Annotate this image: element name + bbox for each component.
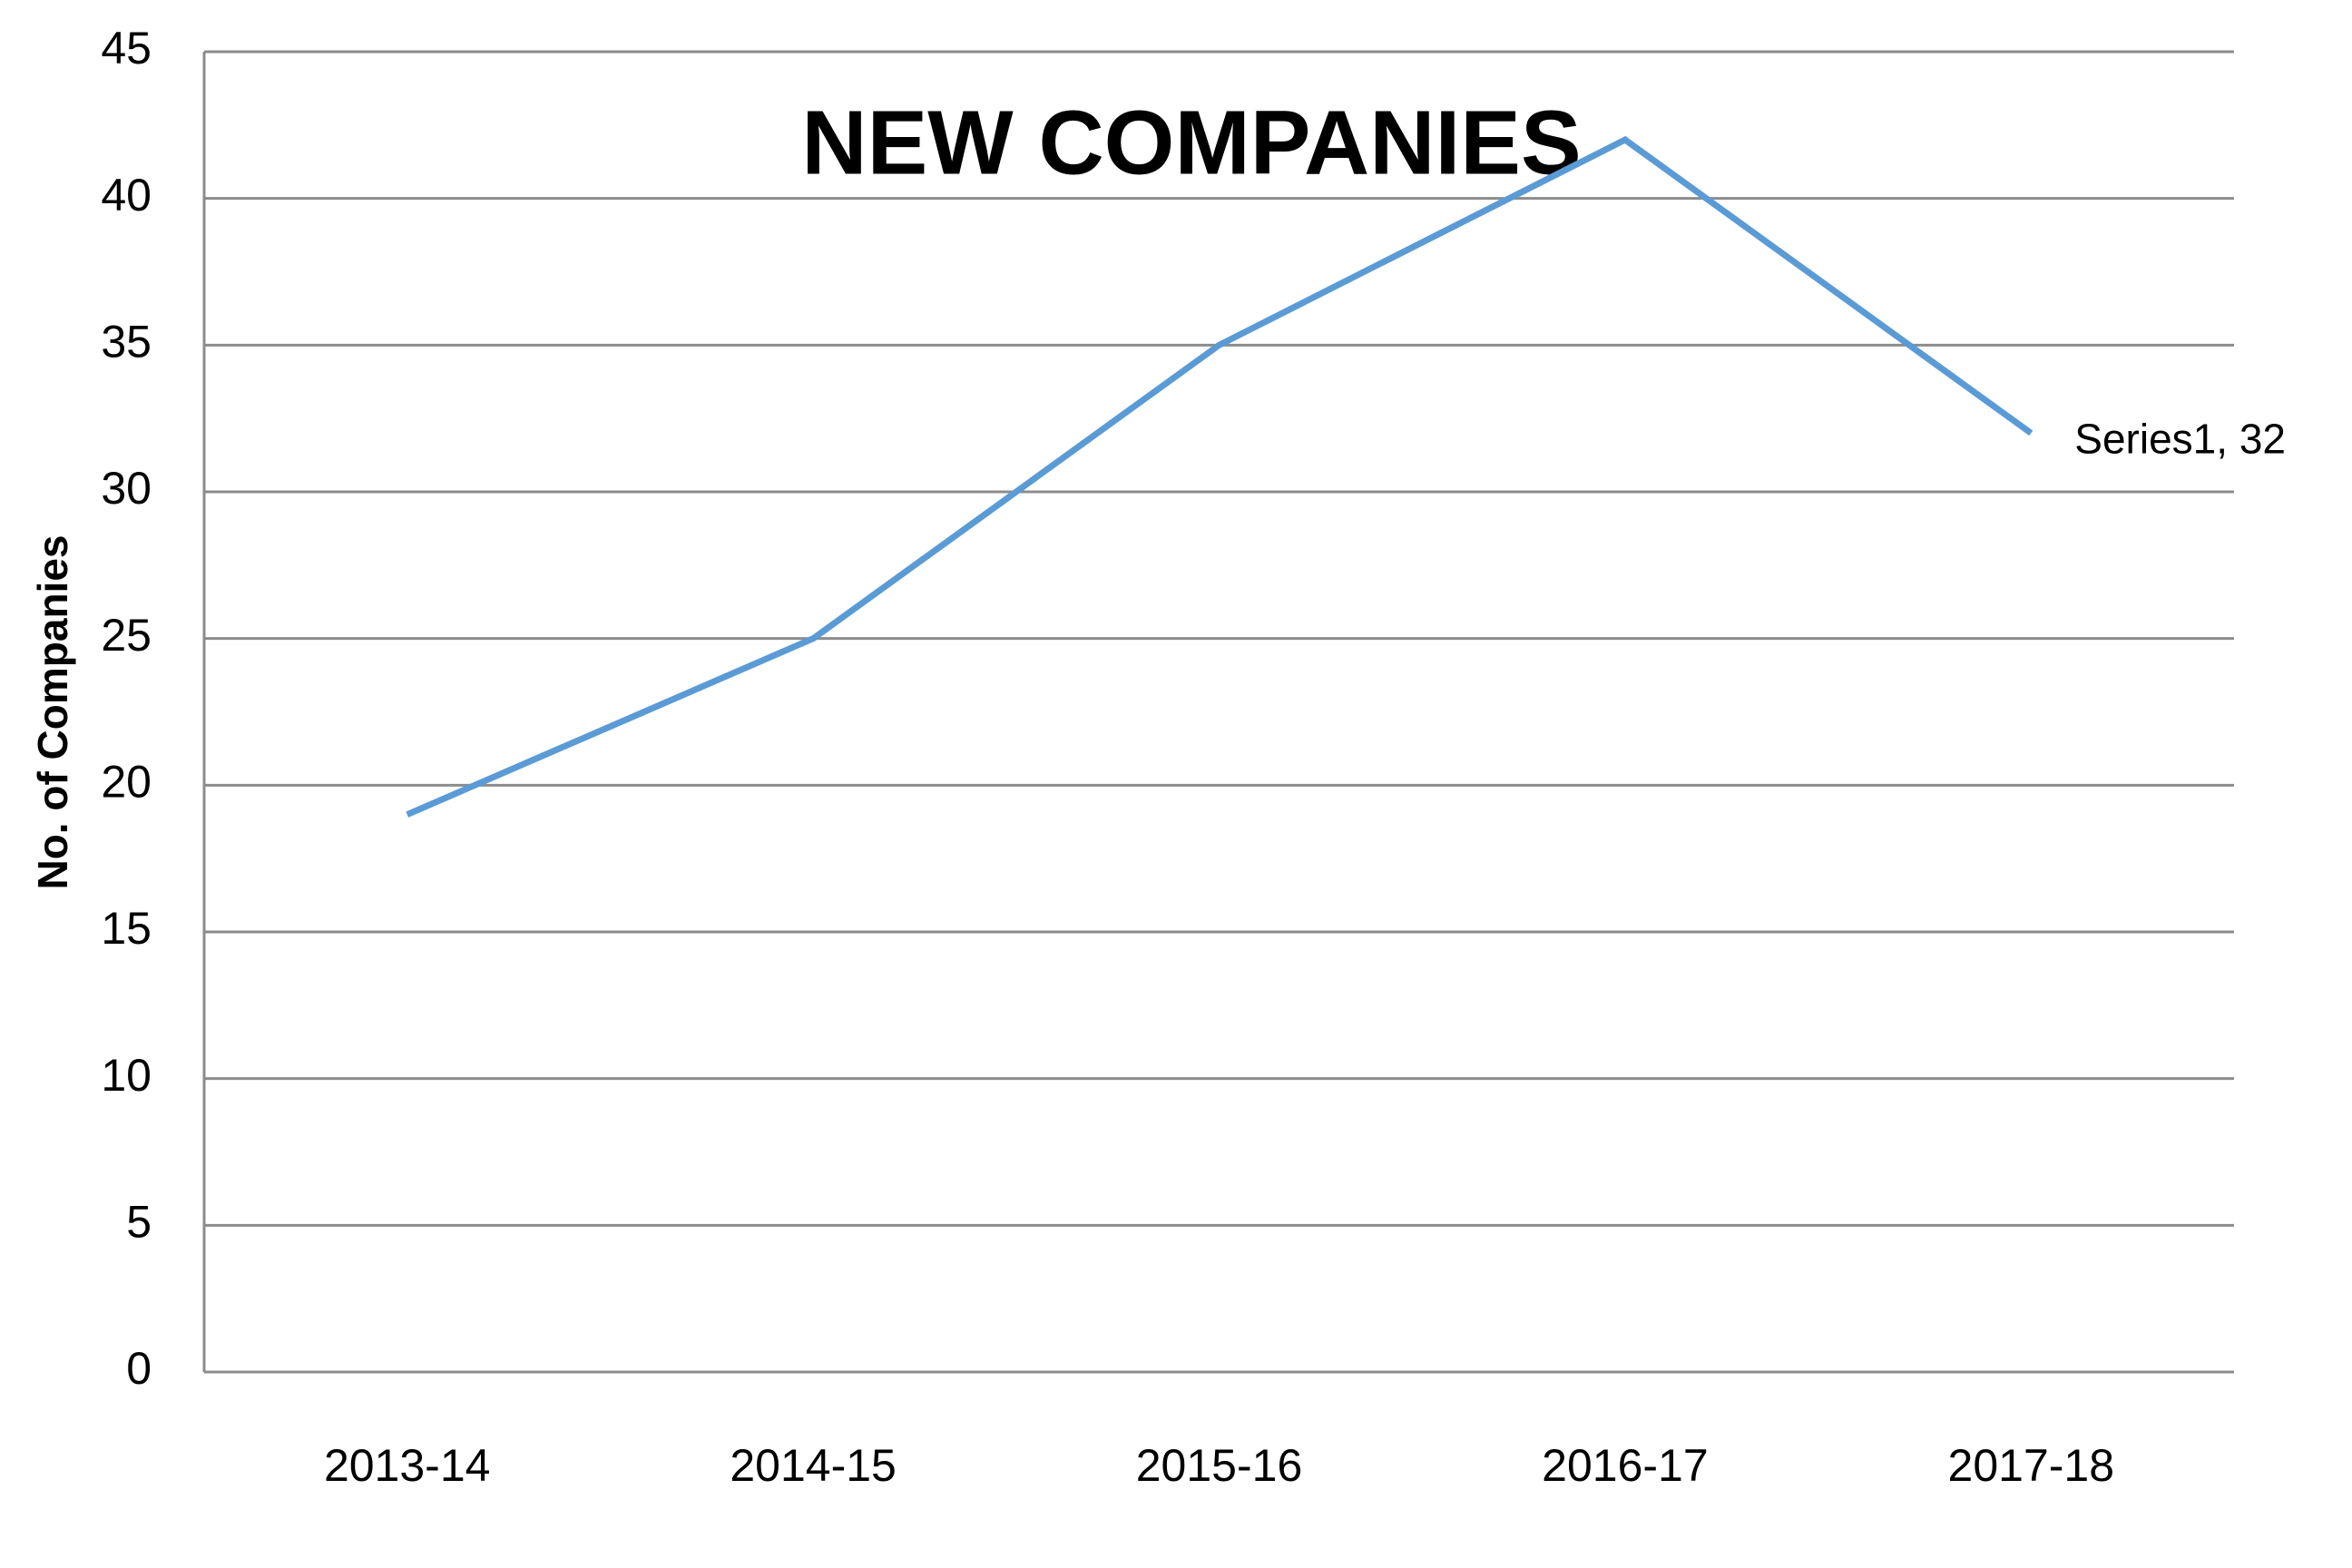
y-tick-label: 15	[101, 903, 152, 954]
y-tick-label: 35	[101, 317, 152, 368]
y-tick-label: 40	[101, 170, 152, 220]
x-tick-label: 2017-18	[1948, 1440, 2115, 1491]
y-tick-label: 5	[126, 1197, 152, 1248]
data-label: Series1, 32	[2074, 415, 2286, 462]
x-tick-label: 2015-16	[1136, 1440, 1303, 1491]
chart-title: NEW COMPANIES	[801, 92, 1581, 193]
y-axis-label: No. of Companies	[29, 534, 76, 889]
x-tick-label: 2014-15	[730, 1440, 897, 1491]
x-tick-label: 2013-14	[324, 1440, 491, 1491]
y-tick-label: 30	[101, 463, 152, 514]
y-tick-label: 0	[126, 1343, 152, 1394]
y-tick-label: 10	[101, 1050, 152, 1101]
y-tick-label: 20	[101, 757, 152, 808]
y-tick-label: 45	[101, 23, 152, 74]
x-tick-label: 2016-17	[1542, 1440, 1709, 1491]
y-tick-label: 25	[101, 610, 152, 661]
line-series	[406, 135, 2034, 818]
